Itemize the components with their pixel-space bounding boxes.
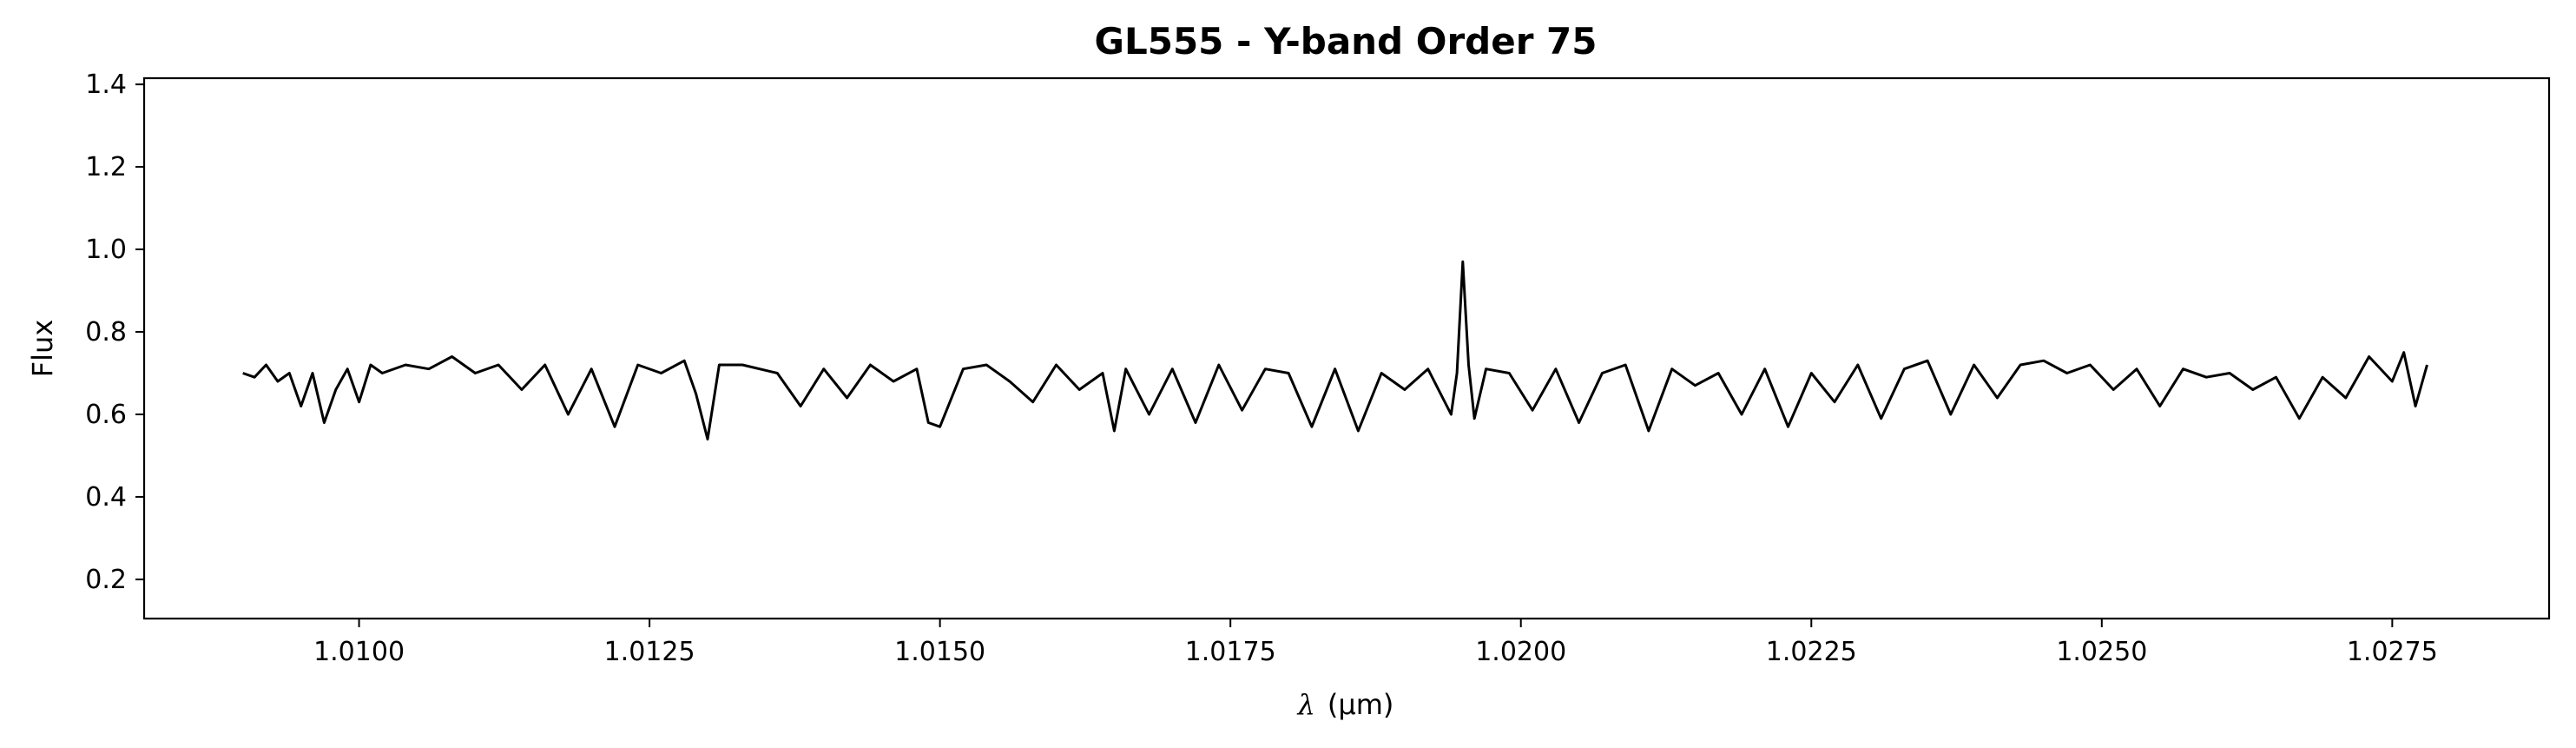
x-tick-label: 1.0100 [313, 637, 405, 667]
plot-frame [142, 76, 2551, 620]
plot-area [142, 76, 2551, 620]
x-axis-ticks: 1.0100 1.0125 1.0150 1.0175 1.0200 1.0225 1.02… [313, 619, 2438, 667]
y-tick-label: 1.4 [85, 70, 127, 100]
y-tick-label: 0.2 [85, 565, 127, 595]
y-axis-label: Flux [26, 320, 59, 378]
x-axis-symbol: λ [1296, 688, 1315, 721]
y-tick-label: 1.0 [85, 235, 127, 265]
x-tick-label: 1.0275 [2347, 637, 2438, 667]
y-tick-label: 0.6 [85, 400, 127, 430]
y-tick-label: 0.4 [85, 482, 127, 513]
x-tick-label: 1.0150 [894, 637, 985, 667]
x-tick-label: 1.0175 [1185, 637, 1276, 667]
x-tick-label: 1.0125 [604, 637, 695, 667]
x-tick-label: 1.0225 [1766, 637, 1857, 667]
y-axis-ticks: 0.2 0.4 0.6 0.8 1.0 1.2 1.4 [85, 70, 144, 595]
x-tick-label: 1.0250 [2056, 637, 2147, 667]
chart-title: GL555 - Y-band Order 75 [1095, 20, 1598, 63]
y-tick-label: 0.8 [85, 317, 127, 348]
x-axis-label: λ (μm) [1296, 688, 1394, 721]
flux-series-line [242, 260, 2428, 440]
x-tick-label: 1.0200 [1475, 637, 1566, 667]
x-axis-unit: (μm) [1328, 688, 1394, 721]
y-tick-label: 1.2 [85, 152, 127, 182]
